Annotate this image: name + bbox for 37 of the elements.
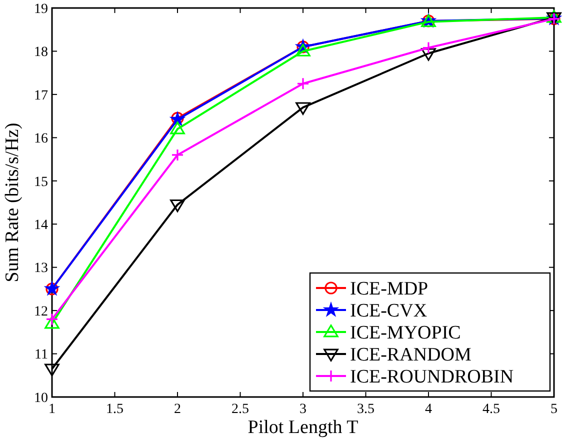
x-tick-label: 4 <box>425 402 432 417</box>
y-tick-label: 10 <box>34 390 48 406</box>
x-tick-label: 2.5 <box>232 402 249 417</box>
point <box>422 41 435 54</box>
y-tick-label: 18 <box>34 45 48 60</box>
y-tick-label: 19 <box>34 2 48 17</box>
point <box>46 312 58 326</box>
y-tick-label: 11 <box>34 348 48 363</box>
point <box>171 148 184 162</box>
x-tick-label: 5 <box>550 402 558 417</box>
x-tick-label: 3 <box>300 402 306 417</box>
point <box>170 199 185 212</box>
y-tick-label: 15 <box>34 174 48 190</box>
point <box>421 48 436 61</box>
point <box>296 44 310 56</box>
point <box>44 364 60 376</box>
legend-label: ICE-RANDOM <box>350 344 472 366</box>
y-tick-label: 14 <box>34 218 48 234</box>
y-tick-label: 13 <box>34 261 48 276</box>
y-tick-label: 17 <box>34 88 48 104</box>
x-tick-label: 4.5 <box>482 402 500 417</box>
x-tick-label: 1.5 <box>106 402 124 417</box>
y-axis-title: Sum Rate (bits/s/Hz) <box>2 122 23 282</box>
x-tick-label: 3.5 <box>357 402 374 417</box>
legend-label: ICE-CVX <box>350 300 428 322</box>
legend-label: ICE-ROUNDROBIN <box>350 366 514 388</box>
y-tick-label: 12 <box>34 304 48 320</box>
point <box>44 316 60 329</box>
x-axis-title: Pilot Length T <box>248 417 359 438</box>
x-tick-label: 2 <box>174 402 181 417</box>
legend-label: ICE-MDP <box>350 278 428 300</box>
point <box>296 102 310 115</box>
point <box>296 77 310 90</box>
legend-label: ICE-MYOPIC <box>350 322 461 344</box>
point <box>170 122 185 134</box>
y-tick-label: 16 <box>34 132 48 147</box>
x-tick-label: 1 <box>48 402 56 417</box>
